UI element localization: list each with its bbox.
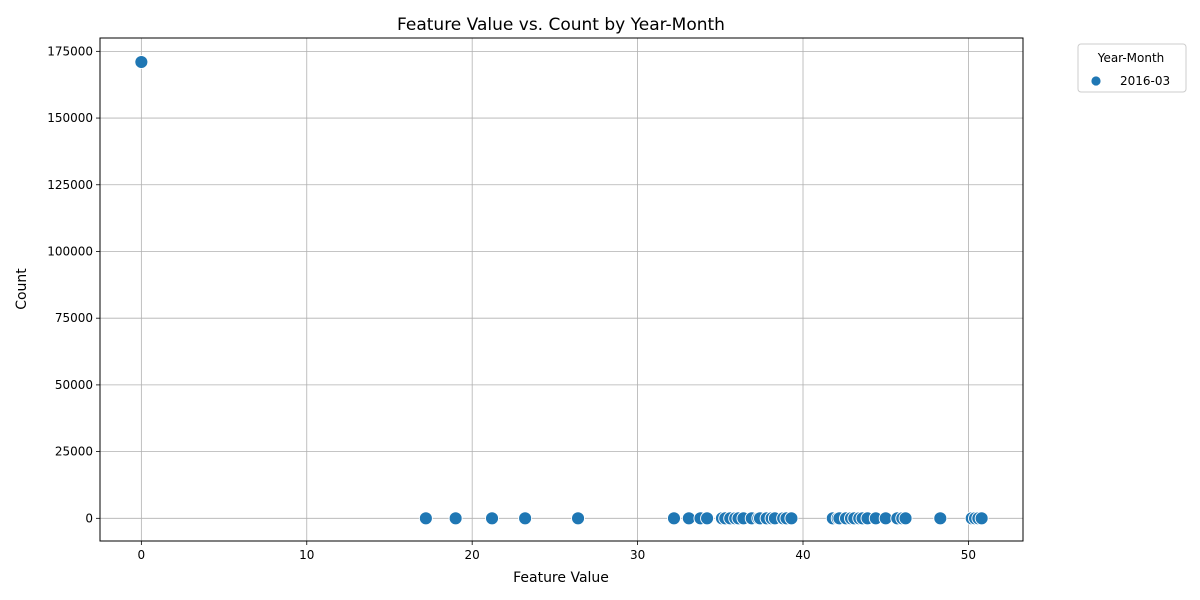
y-tick-label: 50000 (55, 378, 93, 392)
data-point (898, 511, 913, 526)
x-axis-ticks: 0 10 20 30 40 50 (138, 541, 976, 562)
y-tick-label: 150000 (47, 111, 93, 125)
data-point (134, 55, 149, 69)
x-tick-label: 0 (138, 548, 146, 562)
data-point (681, 511, 696, 526)
legend-title: Year-Month (1097, 51, 1165, 65)
y-axis-title: Count (14, 268, 30, 310)
y-axis-ticks: 0 25000 50000 75000 100000 125000 150000 175000 (47, 44, 100, 525)
data-point (571, 511, 585, 526)
data-points (134, 55, 989, 526)
data-point (518, 511, 533, 526)
x-tick-label: 20 (465, 548, 480, 562)
legend: Year-Month 2016-03 (1077, 43, 1187, 93)
legend-marker (1090, 75, 1102, 87)
legend-label-series-1: 2016-03 (1120, 74, 1170, 88)
data-point (933, 511, 948, 526)
data-point (974, 511, 989, 526)
data-point (418, 511, 433, 526)
data-point (448, 511, 463, 526)
data-point (667, 511, 681, 526)
y-tick-label: 175000 (47, 44, 93, 58)
data-point (784, 511, 799, 526)
chart-title: Feature Value vs. Count by Year-Month (397, 15, 725, 35)
y-tick-label: 75000 (55, 311, 93, 325)
data-point (485, 511, 499, 526)
y-tick-label: 100000 (47, 244, 93, 258)
legend-box (1077, 43, 1187, 93)
x-tick-label: 10 (299, 548, 314, 562)
x-tick-label: 30 (630, 548, 645, 562)
y-tick-label: 25000 (55, 445, 93, 459)
x-tick-label: 50 (961, 548, 976, 562)
y-tick-label: 125000 (47, 178, 93, 192)
y-tick-label: 0 (85, 511, 93, 525)
data-point (700, 511, 715, 526)
plot-frame (99, 37, 1024, 542)
x-axis-title: Feature Value (513, 570, 609, 586)
x-tick-label: 40 (795, 548, 810, 562)
grid (100, 38, 1023, 541)
data-point (878, 511, 893, 526)
